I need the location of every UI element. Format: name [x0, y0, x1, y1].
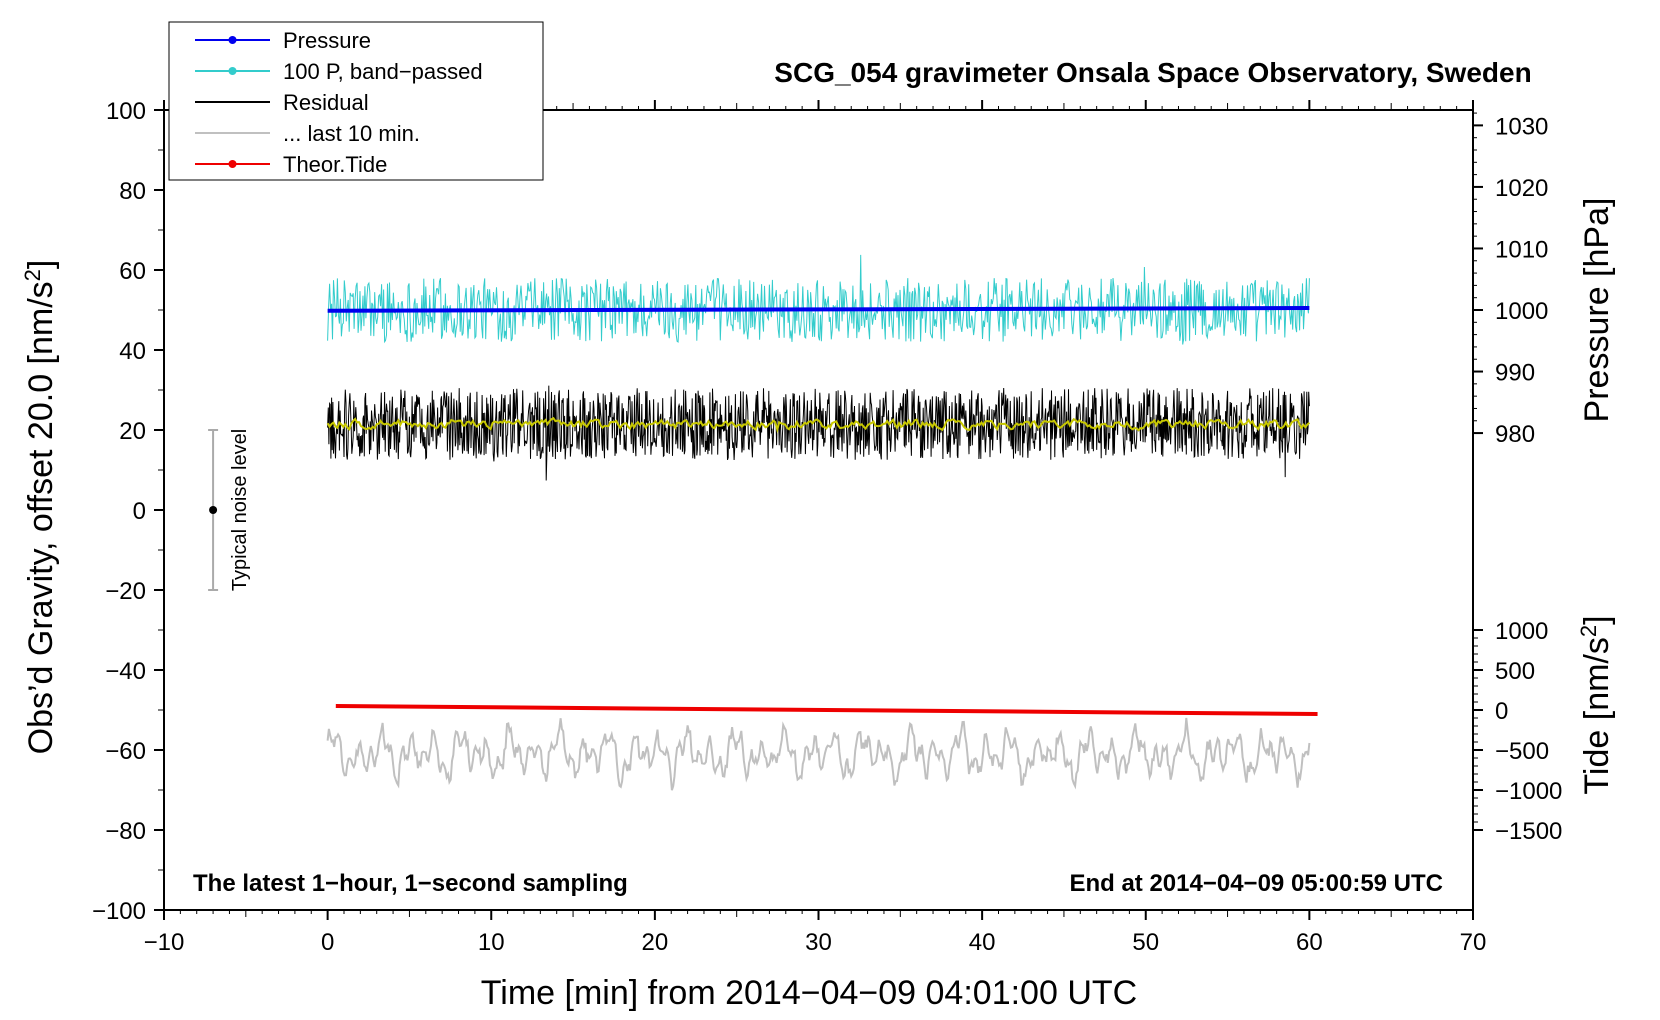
tide-tick-label: 500: [1495, 658, 1535, 685]
plot-frame: [163, 109, 1474, 911]
series-bandpassed-line: [327, 254, 1310, 345]
legend-entry: ... last 10 min.: [195, 121, 420, 146]
legend: Pressure 100 P, band−passed Residual ... la…: [168, 21, 544, 181]
series-layer: [326, 254, 1318, 791]
legend-marker: [228, 160, 237, 168]
y-axis-title-tide: Tide [nm/s2]: [1576, 615, 1616, 794]
pressure-tick-label: 1030: [1495, 113, 1548, 140]
pressure-tick-label: 990: [1495, 360, 1535, 387]
x-tick-label: 40: [969, 929, 996, 956]
noise-bar-point: [209, 506, 218, 514]
x-tick-label: 60: [1296, 929, 1323, 956]
noise-bar-label: Typical noise level: [229, 429, 251, 591]
legend-label: 100 P, band−passed: [283, 59, 483, 84]
pressure-tick-label: 1020: [1495, 175, 1548, 202]
legend-entry: 100 P, band−passed: [195, 59, 483, 84]
y-tick-label: 0: [133, 498, 146, 525]
tide-tick-label: 1000: [1495, 618, 1548, 645]
y-axis-title-main: Obs’d Gravity, offset 20.0 [nm/s2]: [20, 260, 60, 755]
x-tick-label: 30: [805, 929, 832, 956]
y-tick-label: 40: [119, 338, 146, 365]
tide-tick-label: −500: [1495, 738, 1549, 765]
y-tick-label: 20: [119, 418, 146, 445]
series-tide-line: [335, 704, 1318, 716]
y-tick-label: 100: [106, 98, 146, 125]
x-axis-title: Time [min] from 2014−04−09 04:01:00 UTC: [481, 974, 1137, 1012]
pressure-tick-label: 980: [1495, 421, 1535, 448]
series-pressure-line: [327, 306, 1310, 313]
y-tick-label: 60: [119, 258, 146, 285]
x-tick-label: −10: [144, 929, 185, 956]
legend-entry: Residual: [195, 90, 369, 115]
x-tick-label: 0: [321, 929, 334, 956]
y-tick-label: −60: [105, 738, 146, 765]
chart-title: SCG_054 gravimeter Onsala Space Observat…: [774, 57, 1531, 88]
legend-entry: Theor.Tide: [195, 152, 387, 177]
y-tick-label: −20: [105, 578, 146, 605]
legend-label: Residual: [283, 90, 369, 115]
x-tick-label: 10: [478, 929, 505, 956]
y-tick-label: 80: [119, 178, 146, 205]
annotation-bottom-right: End at 2014−04−09 05:00:59 UTC: [1069, 870, 1443, 897]
y-axis-title-pressure: Pressure [hPa]: [1578, 198, 1616, 423]
tide-tick-label: −1000: [1495, 778, 1562, 805]
tide-tick-label: −1500: [1495, 818, 1562, 845]
series-residual-smoothed-line: [326, 416, 1311, 434]
noise-bar: Typical noise level: [208, 429, 251, 591]
axis-ticks: −10 0 10 20 30 40 50 60 70100806040200−20−40−60−…: [92, 98, 1562, 956]
legend-label: Theor.Tide: [283, 152, 387, 177]
legend-entry: Pressure: [195, 28, 371, 53]
legend-marker: [228, 67, 237, 75]
tide-tick-label: 0: [1495, 698, 1508, 725]
x-tick-label: 20: [642, 929, 669, 956]
y-tick-label: −80: [105, 818, 146, 845]
series-residual-line: [327, 385, 1310, 481]
x-tick-label: 70: [1460, 929, 1487, 956]
legend-marker: [228, 36, 237, 44]
x-tick-label: 50: [1132, 929, 1159, 956]
legend-label: Pressure: [283, 28, 371, 53]
pressure-tick-label: 1010: [1495, 236, 1548, 263]
y-tick-label: −40: [105, 658, 146, 685]
series-last10min-line: [326, 717, 1311, 791]
pressure-tick-label: 1000: [1495, 298, 1548, 325]
annotation-bottom-left: The latest 1−hour, 1−second sampling: [193, 870, 628, 897]
legend-label: ... last 10 min.: [283, 121, 420, 146]
y-tick-label: −100: [92, 898, 146, 925]
